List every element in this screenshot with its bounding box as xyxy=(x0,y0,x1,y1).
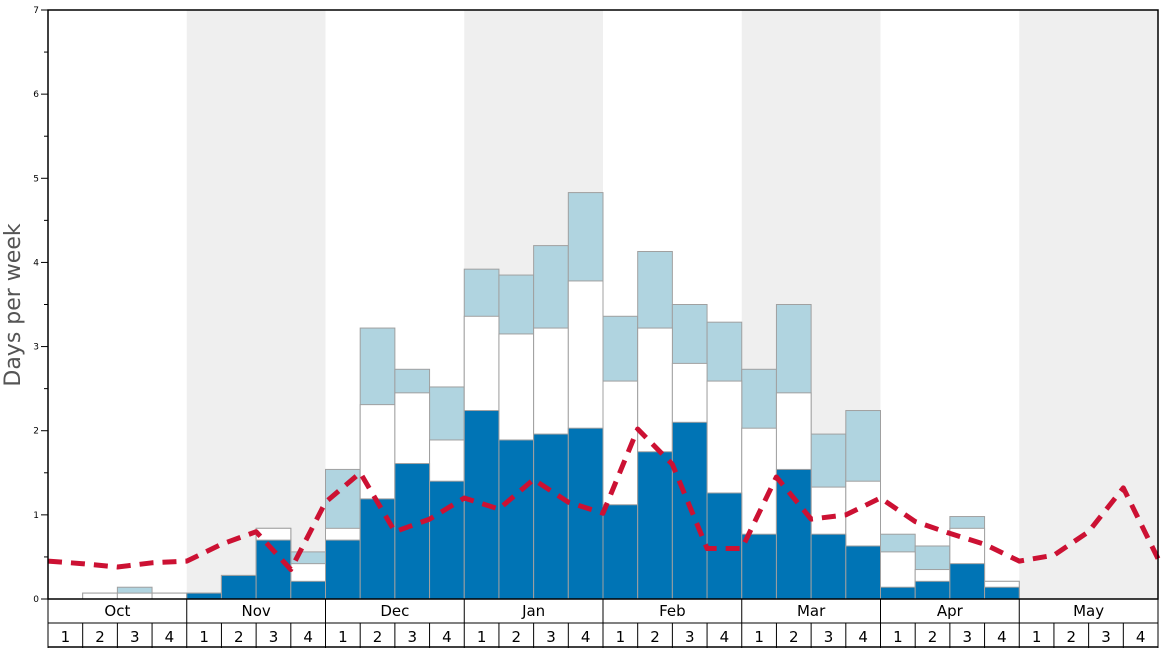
week-label: 3 xyxy=(269,628,279,646)
week-label: 3 xyxy=(824,628,834,646)
week-label: 2 xyxy=(512,628,522,646)
week-label: 2 xyxy=(789,628,799,646)
bar-dark-8 xyxy=(325,539,361,600)
bar-dark-25 xyxy=(914,580,951,600)
bar-white-3 xyxy=(151,592,188,600)
bar-dark-20 xyxy=(741,533,777,600)
y-tick-label: 6 xyxy=(33,90,39,100)
axes xyxy=(41,9,1159,648)
bar-dark-15 xyxy=(567,427,604,600)
y-tick-label: 2 xyxy=(33,427,39,437)
bar-dark-9 xyxy=(359,498,396,600)
week-label: 2 xyxy=(1067,628,1077,646)
y-axis-label: Days per week xyxy=(1,223,26,386)
axis-labels: 0 1 2 3 4 5 6 7 Oct Nov Dec Jan Feb Mar Apr May 1 2 3 4 1 2 3 4… xyxy=(33,6,1145,646)
week-label: 4 xyxy=(997,628,1007,646)
week-label: 4 xyxy=(303,628,313,646)
y-tick-label: 1 xyxy=(33,511,39,521)
y-tick-label: 5 xyxy=(33,174,39,184)
bar-dark-11 xyxy=(429,480,465,600)
week-label: 3 xyxy=(1101,628,1111,646)
month-label-feb: Feb xyxy=(659,602,686,620)
week-label: 1 xyxy=(61,628,71,646)
week-label: 1 xyxy=(199,628,209,646)
y-tick-label: 0 xyxy=(33,595,39,605)
bar-white-1 xyxy=(82,592,118,600)
week-label: 3 xyxy=(685,628,695,646)
bar-dark-16 xyxy=(602,504,639,600)
week-label: 2 xyxy=(373,628,383,646)
week-label: 4 xyxy=(1136,628,1146,646)
y-tick-label: 3 xyxy=(33,343,39,353)
week-label: 4 xyxy=(858,628,868,646)
bar-dark-7 xyxy=(290,580,326,600)
week-label: 2 xyxy=(650,628,660,646)
bar-dark-22 xyxy=(810,533,847,600)
month-label-dec: Dec xyxy=(380,602,409,620)
week-label: 1 xyxy=(477,628,487,646)
month-label-mar: Mar xyxy=(797,602,826,620)
trend-line-path xyxy=(47,426,1161,572)
week-label: 3 xyxy=(962,628,972,646)
month-label-oct: Oct xyxy=(104,602,130,620)
bar-dark-13 xyxy=(498,439,535,600)
week-label: 1 xyxy=(616,628,626,646)
week-label: 2 xyxy=(95,628,105,646)
week-label: 3 xyxy=(130,628,140,646)
bar-dark-27 xyxy=(984,586,1020,600)
month-label-nov: Nov xyxy=(241,602,270,620)
bar-dark-17 xyxy=(637,451,673,600)
bar-dark-24 xyxy=(880,586,916,600)
week-label: 1 xyxy=(754,628,764,646)
bar-dark-4 xyxy=(186,592,222,600)
bar-white-2 xyxy=(116,592,153,600)
y-tick-label: 4 xyxy=(33,258,39,268)
month-label-apr: Apr xyxy=(937,602,964,620)
shade-may xyxy=(1019,10,1158,599)
week-label: 1 xyxy=(1032,628,1042,646)
week-label: 3 xyxy=(546,628,556,646)
week-label: 2 xyxy=(234,628,244,646)
week-label: 4 xyxy=(442,628,452,646)
week-label: 1 xyxy=(338,628,348,646)
bar-dark-26 xyxy=(949,563,986,600)
bar-dark-19 xyxy=(706,492,743,600)
bar-dark-5 xyxy=(220,574,257,600)
trend-line xyxy=(47,426,1161,572)
shade-nov xyxy=(186,10,326,599)
week-label: 2 xyxy=(928,628,938,646)
week-label: 4 xyxy=(720,628,730,646)
bar-dark-14 xyxy=(533,433,569,600)
week-label: 4 xyxy=(165,628,175,646)
bar-dark-23 xyxy=(845,545,881,600)
week-label: 1 xyxy=(893,628,903,646)
y-tick-label: 7 xyxy=(33,6,39,16)
week-label: 3 xyxy=(407,628,417,646)
month-label-jan: Jan xyxy=(521,602,545,620)
week-label: 4 xyxy=(581,628,591,646)
bar-dark-21 xyxy=(775,468,812,600)
month-label-may: May xyxy=(1073,602,1104,620)
